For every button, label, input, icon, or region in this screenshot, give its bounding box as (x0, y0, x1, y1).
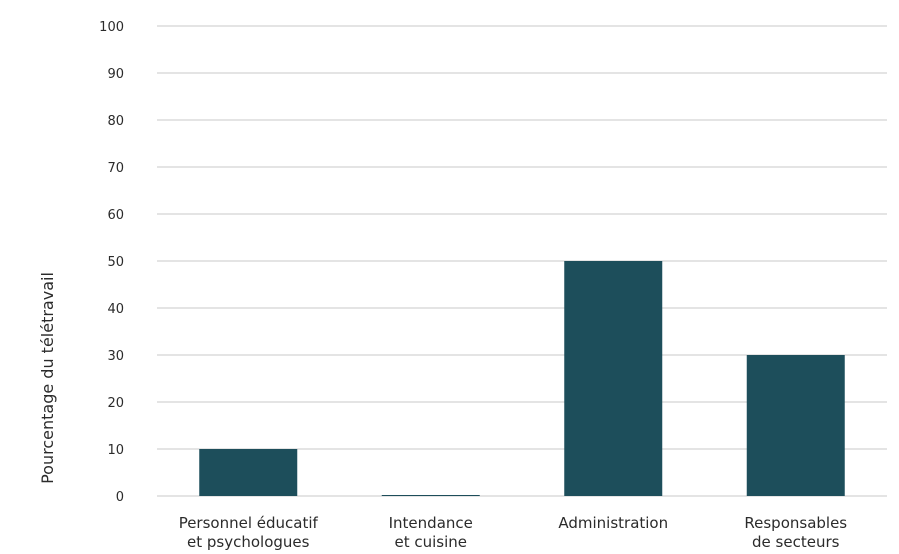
y-axis-label: Pourcentage du télétravail (38, 272, 57, 484)
x-category-label: Administration (558, 514, 668, 532)
y-tick-label: 100 (99, 20, 124, 35)
y-tick-label: 10 (107, 443, 124, 458)
bar (381, 495, 480, 496)
y-tick-label: 60 (107, 208, 124, 223)
x-category-label: Personnel éducatif et psychologues (179, 514, 319, 551)
y-axis-ticks: 0 10 20 30 40 50 60 70 80 90 100 (99, 20, 124, 505)
y-tick-label: 20 (107, 396, 124, 411)
y-tick-label: 50 (107, 255, 124, 270)
x-axis-labels: Personnel éducatif et psychologues Intenda… (179, 514, 848, 551)
bar (564, 261, 663, 496)
x-category-label: Responsables de secteurs (744, 514, 847, 551)
y-tick-label: 0 (116, 490, 124, 505)
y-tick-label: 70 (107, 161, 124, 176)
bar (746, 355, 845, 496)
y-tick-label: 90 (107, 67, 124, 82)
x-category-label: Intendance et cuisine (389, 514, 473, 551)
bars (199, 261, 845, 496)
y-tick-label: 30 (107, 349, 124, 364)
bar (199, 449, 298, 496)
y-tick-label: 80 (107, 114, 124, 129)
y-tick-label: 40 (107, 302, 124, 317)
